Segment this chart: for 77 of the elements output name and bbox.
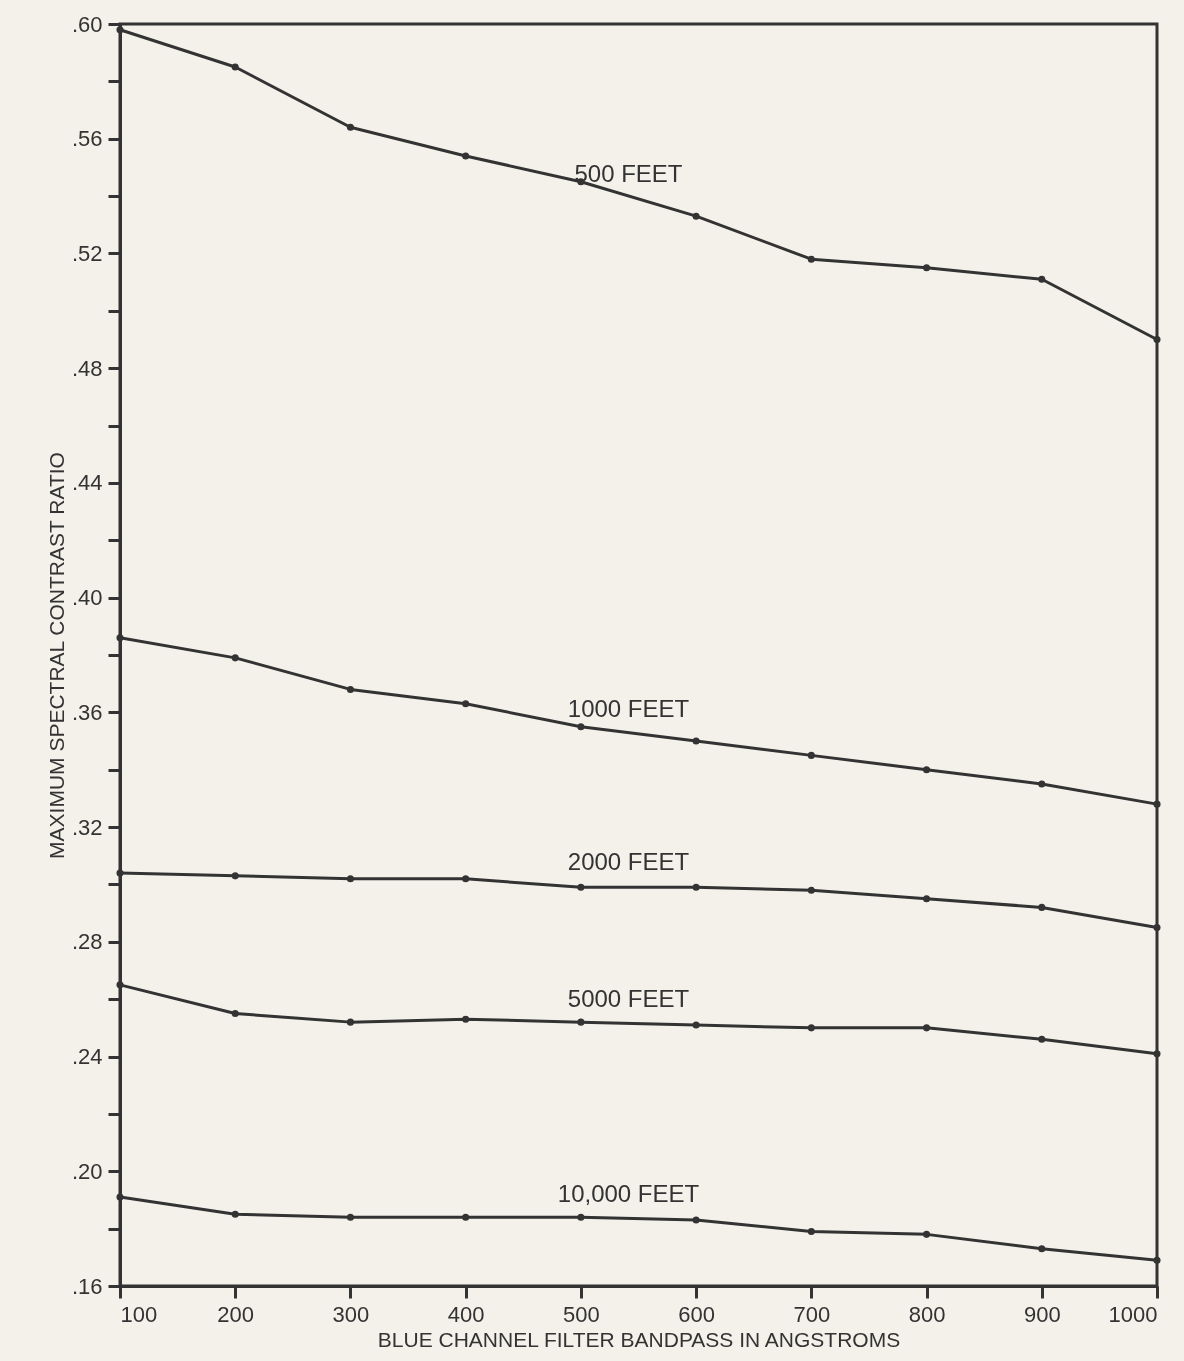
y-tick-label: .52	[71, 240, 103, 266]
point	[346, 1213, 354, 1221]
point	[807, 886, 815, 894]
point	[1153, 1050, 1161, 1058]
x-tick-label: 800	[908, 1301, 946, 1327]
point	[807, 255, 815, 263]
point	[1153, 800, 1161, 808]
point	[577, 883, 585, 891]
point	[116, 634, 124, 642]
point	[1038, 780, 1046, 788]
series-label: 5000 FEET	[567, 984, 690, 1012]
point	[923, 766, 931, 774]
y-tick-label: .48	[71, 355, 103, 381]
y-tick-label: .60	[71, 11, 103, 37]
x-tick-label: 100	[120, 1301, 158, 1327]
point	[116, 869, 124, 877]
y-tick-label: .20	[71, 1158, 103, 1184]
y-tick-label: .32	[71, 814, 103, 840]
x-tick-label: 900	[1023, 1301, 1061, 1327]
point	[346, 685, 354, 693]
point	[692, 1021, 700, 1029]
point	[462, 152, 470, 160]
point	[462, 1213, 470, 1221]
point	[116, 981, 124, 989]
point	[1153, 923, 1161, 932]
y-tick-label: .28	[71, 929, 103, 955]
point	[692, 737, 700, 745]
x-tick-label: 400	[447, 1301, 485, 1327]
point	[1038, 1035, 1046, 1043]
x-tick-label: 700	[793, 1301, 831, 1327]
point	[231, 872, 239, 880]
y-tick-label: .36	[71, 699, 103, 725]
series-label: 2000 FEET	[567, 848, 690, 876]
point	[1038, 903, 1046, 911]
series-label: 10,000 FEET	[557, 1179, 700, 1207]
y-tick-label: .56	[71, 126, 103, 152]
point	[692, 883, 700, 891]
point	[923, 895, 931, 903]
y-tick-label: .24	[71, 1044, 103, 1070]
y-tick-label: .40	[71, 585, 103, 611]
point	[462, 700, 470, 708]
point	[462, 1015, 470, 1023]
point	[923, 1230, 931, 1238]
point	[1038, 275, 1046, 283]
point	[231, 1210, 239, 1218]
point	[231, 654, 239, 662]
point	[692, 1216, 700, 1224]
point	[231, 63, 239, 71]
point	[231, 1009, 239, 1018]
x-tick-label: 600	[678, 1301, 715, 1327]
point	[346, 123, 354, 131]
point	[923, 1024, 931, 1032]
point	[807, 1227, 815, 1236]
point	[116, 26, 124, 34]
x-axis-title: BLUE CHANNEL FILTER BANDPASS IN ANGSTROMS	[377, 1327, 901, 1351]
point	[1153, 1256, 1161, 1264]
point	[1153, 335, 1161, 344]
series-label: 1000 FEET	[567, 694, 690, 722]
y-tick-label: .16	[71, 1273, 103, 1299]
point	[346, 875, 354, 883]
point	[116, 1193, 124, 1201]
y-tick-label: .44	[71, 470, 103, 496]
point	[807, 751, 815, 759]
x-tick-label: 500	[563, 1301, 600, 1327]
y-axis-title: MAXIMUM SPECTRAL CONTRAST RATIO	[44, 452, 68, 859]
point	[577, 1018, 585, 1026]
point	[1038, 1245, 1046, 1253]
point	[577, 1213, 585, 1221]
x-tick-label: 200	[217, 1301, 255, 1327]
point	[577, 723, 585, 731]
x-tick-label: 300	[332, 1301, 370, 1327]
point	[462, 875, 470, 883]
point	[923, 264, 931, 272]
point	[807, 1024, 815, 1032]
point	[692, 212, 700, 220]
point	[346, 1018, 354, 1026]
x-tick-label: 1000	[1108, 1301, 1158, 1327]
